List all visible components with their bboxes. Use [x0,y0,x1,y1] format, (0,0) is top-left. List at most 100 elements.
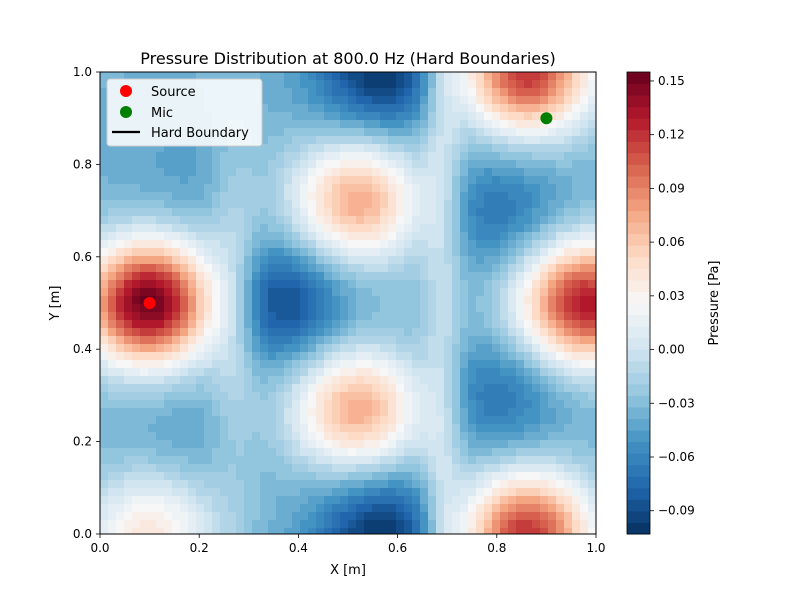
field-cell [116,288,125,297]
field-cell [204,208,213,217]
field-cell [124,352,133,361]
field-cell [524,528,533,534]
field-cell [540,360,549,369]
field-cell [452,176,461,185]
field-cell [436,104,445,113]
field-cell [516,96,525,105]
field-cell [572,288,581,297]
field-cell [140,160,149,169]
field-cell [388,448,397,457]
field-cell [540,424,549,433]
field-cell [364,120,373,129]
field-cell [452,296,461,305]
field-cell [436,376,445,385]
field-cell [452,152,461,161]
field-cell [444,440,453,449]
field-cell [268,248,277,257]
field-cell [124,288,133,297]
field-cell [460,88,469,97]
field-cell [372,368,381,377]
field-cell [332,88,341,97]
field-cell [164,512,173,521]
field-cell [468,336,477,345]
field-cell [340,424,349,433]
field-cell [156,320,165,329]
field-cell [148,392,157,401]
field-cell [508,216,517,225]
field-cell [300,248,309,257]
field-cell [372,320,381,329]
field-cell [548,240,557,249]
field-cell [292,408,301,417]
field-cell [540,272,549,281]
field-cell [316,456,325,465]
field-cell [412,80,421,89]
field-cell [572,280,581,289]
field-cell [236,288,245,297]
field-cell [444,424,453,433]
field-cell [348,288,357,297]
field-cell [404,136,413,145]
field-cell [108,360,117,369]
field-cell [380,160,389,169]
field-cell [124,504,133,513]
field-cell [420,288,429,297]
field-cell [404,192,413,201]
field-cell [588,480,596,489]
field-cell [316,72,325,81]
field-cell [412,344,421,353]
field-cell [444,496,453,505]
field-cell [452,496,461,505]
field-cell [100,168,109,177]
field-cell [324,96,333,105]
field-cell [524,272,533,281]
field-cell [548,392,557,401]
field-cell [172,336,181,345]
field-cell [348,312,357,321]
field-cell [132,280,141,289]
field-cell [212,264,221,273]
field-cell [588,368,596,377]
field-cell [460,488,469,497]
field-cell [188,288,197,297]
field-cell [116,240,125,249]
colorbar-segment [627,522,650,535]
field-cell [572,528,581,534]
field-cell [324,160,333,169]
field-cell [188,248,197,257]
field-cell [212,368,221,377]
field-cell [140,344,149,353]
field-cell [460,304,469,313]
field-cell [300,296,309,305]
field-cell [580,504,589,513]
field-cell [244,440,253,449]
field-cell [268,112,277,121]
field-cell [228,168,237,177]
field-cell [500,224,509,233]
field-cell [284,168,293,177]
field-cell [164,176,173,185]
field-cell [396,248,405,257]
field-cell [468,368,477,377]
field-cell [236,440,245,449]
field-cell [476,360,485,369]
field-cell [420,376,429,385]
field-cell [324,240,333,249]
field-cell [372,504,381,513]
field-cell [364,168,373,177]
field-cell [348,120,357,129]
field-cell [204,488,213,497]
field-cell [356,320,365,329]
field-cell [340,528,349,534]
field-cell [252,336,261,345]
field-cell [204,272,213,281]
field-cell [244,464,253,473]
field-cell [172,392,181,401]
field-cell [404,408,413,417]
field-cell [500,344,509,353]
field-cell [156,328,165,337]
field-cell [380,512,389,521]
field-cell [588,200,596,209]
field-cell [212,376,221,385]
field-cell [556,504,565,513]
